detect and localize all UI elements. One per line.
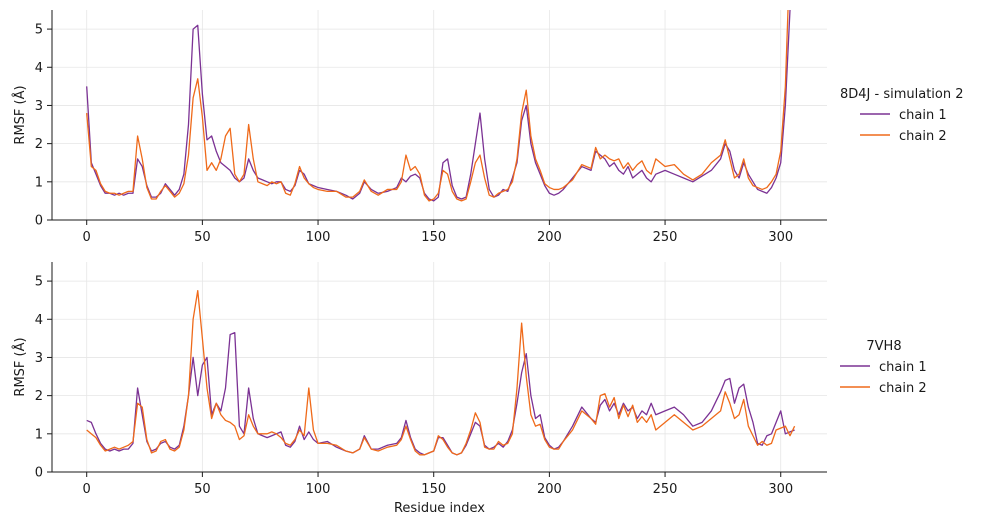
y-tick-label: 3 <box>35 99 43 114</box>
chart-panel-2: 0 50 100 150 200 250 300 0 1 2 3 4 5 RMSF (Å) Residue … <box>12 262 927 516</box>
y-tick-label: 1 <box>35 175 43 190</box>
legend-label-chain-2: chain 2 <box>899 129 947 144</box>
x-tick-label: 100 <box>306 230 331 245</box>
y-tick-label: 3 <box>35 351 43 366</box>
y-tick-label: 1 <box>35 427 43 442</box>
chart-panel-1: 0 50 100 150 200 250 300 0 1 2 3 4 5 RMSF (Å) 8D4J - s… <box>12 10 964 245</box>
legend: 7VH8 chain 1 chain 2 <box>840 339 927 396</box>
x-tick-label: 300 <box>768 482 793 497</box>
legend-label-chain-1: chain 1 <box>899 108 947 123</box>
x-tick-label: 250 <box>653 230 678 245</box>
y-tick-label: 0 <box>35 466 43 481</box>
legend: 8D4J - simulation 2 chain 1 chain 2 <box>840 87 964 144</box>
series-line-chain-2 <box>86 10 789 202</box>
x-tick-label: 0 <box>83 482 91 497</box>
legend-title: 7VH8 <box>866 339 901 354</box>
x-axis-title: Residue index <box>394 501 485 516</box>
y-tick-label: 4 <box>35 61 43 76</box>
x-tick-label: 150 <box>421 482 446 497</box>
x-tick-label: 100 <box>306 482 331 497</box>
series-line-chain-1 <box>86 10 791 202</box>
x-tick-label: 150 <box>421 230 446 245</box>
y-axis-title: RMSF (Å) <box>12 85 28 144</box>
y-tick-label: 4 <box>35 313 43 328</box>
y-tick-label: 0 <box>35 214 43 229</box>
y-axis-title: RMSF (Å) <box>12 337 28 396</box>
x-tick-label: 200 <box>537 482 562 497</box>
y-tick-label: 2 <box>35 389 43 404</box>
x-tick-label: 0 <box>83 230 91 245</box>
x-tick-label: 200 <box>537 230 562 245</box>
y-tick-label: 2 <box>35 137 43 152</box>
series-line-chain-2 <box>86 289 796 456</box>
x-tick-label: 50 <box>194 230 211 245</box>
x-tick-label: 300 <box>768 230 793 245</box>
series-line-chain-1 <box>86 331 795 456</box>
legend-label-chain-1: chain 1 <box>879 360 927 375</box>
x-tick-label: 50 <box>194 482 211 497</box>
legend-title: 8D4J - simulation 2 <box>840 87 964 102</box>
x-tick-label: 250 <box>653 482 678 497</box>
y-tick-label: 5 <box>35 23 43 38</box>
y-tick-label: 5 <box>35 275 43 290</box>
legend-label-chain-2: chain 2 <box>879 381 927 396</box>
